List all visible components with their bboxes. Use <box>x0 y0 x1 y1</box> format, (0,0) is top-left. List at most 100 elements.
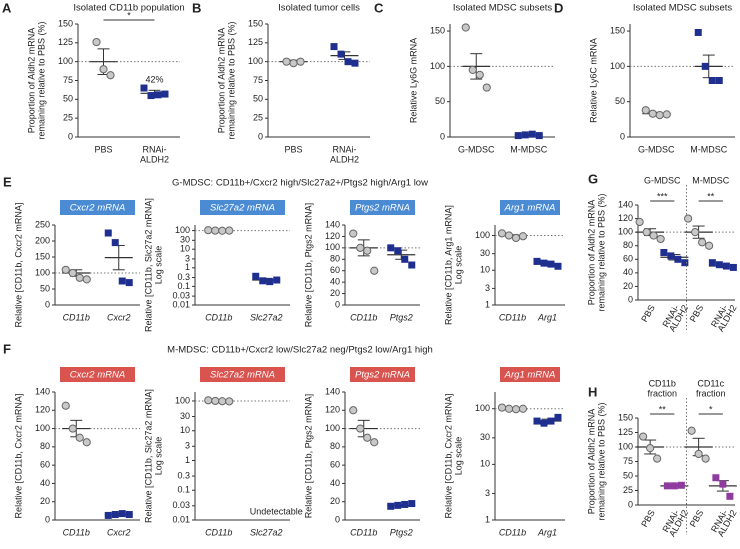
x-tick-label: CD11b <box>350 312 377 322</box>
header-label: Cxcr2 mRNA <box>70 203 125 214</box>
y-tick-label: 0.01 <box>172 299 190 309</box>
header-box <box>350 367 415 382</box>
y-tick-label: 25 <box>253 113 263 123</box>
section-label: CD11c <box>697 378 724 388</box>
y-axis-label: Relative [CD11b, Ptgs2 mRNA] <box>303 203 313 327</box>
data-point <box>540 419 548 427</box>
y-tick-label: 60 <box>623 254 633 264</box>
data-point <box>147 92 155 100</box>
data-point <box>518 232 528 241</box>
data-point <box>504 231 514 240</box>
data-point <box>708 259 716 267</box>
data-point <box>75 273 84 282</box>
header-label: Arg1 mRNA <box>504 370 556 381</box>
data-point <box>662 110 671 119</box>
y-tick-label: 125 <box>58 37 73 47</box>
y-tick-label: 150 <box>430 25 445 35</box>
y-tick-label: 0.1 <box>177 485 190 495</box>
panel-letter: F <box>3 341 11 356</box>
data-point <box>497 403 507 412</box>
y-tick-label: 150 <box>248 18 263 28</box>
data-point <box>518 404 528 413</box>
panel-title: Isolated CD11b population <box>73 3 184 14</box>
x-tick-label: CD11b <box>499 312 526 322</box>
y-tick-label: 0 <box>335 514 340 524</box>
data-point <box>104 511 112 519</box>
data-point <box>118 510 126 518</box>
row-title: G-MDSC: CD11b+/Cxcr2 high/Slc27a2+/Ptgs2… <box>172 178 428 189</box>
x-tick-label: Cxcr2 <box>107 312 131 322</box>
data-point <box>82 438 91 447</box>
y-axis-label: Proportion of Aldh2 mRNA <box>26 28 36 134</box>
y-tick-label: 100 <box>618 441 633 451</box>
x-tick-label: CD11b <box>205 527 232 537</box>
data-point <box>726 492 734 500</box>
y-tick-label: 120 <box>325 405 340 415</box>
data-point <box>497 229 507 238</box>
y-tick-label: 100 <box>175 225 190 235</box>
x-tick-label: Ptgs2 <box>390 312 413 322</box>
y-tick-label: 30 <box>480 248 490 258</box>
data-point <box>204 396 213 405</box>
y-tick-label: 0 <box>68 131 73 141</box>
y-tick-label: 0.3 <box>177 272 190 282</box>
y-axis-label: Log scale <box>453 246 463 285</box>
x-tick-label: M-MDSC <box>690 144 727 154</box>
y-axis-label: remaining relative to PBS (%) <box>596 193 606 311</box>
data-point <box>687 426 696 435</box>
x-tick-label: Arg1 <box>537 312 557 322</box>
data-point <box>712 474 720 482</box>
y-tick-label: 40 <box>40 478 50 488</box>
y-tick-label: 50 <box>615 96 625 106</box>
data-point <box>401 500 409 508</box>
data-point <box>528 130 536 138</box>
data-point <box>363 433 372 442</box>
x-tick-label: ALDH2 <box>330 154 359 164</box>
data-point <box>68 424 77 433</box>
data-point <box>82 275 91 284</box>
data-point <box>111 511 119 519</box>
y-axis-label: Log scale <box>453 437 463 476</box>
y-tick-label: 0 <box>628 499 633 509</box>
y-tick-label: 80 <box>330 254 340 264</box>
x-tick-label: CD11b <box>499 527 526 537</box>
x-tick-label: CD11b <box>350 527 377 537</box>
data-point <box>533 417 541 425</box>
y-axis-label: Log scale <box>153 437 163 476</box>
header-box <box>350 200 415 215</box>
y-axis-label: Log scale <box>153 246 163 285</box>
y-tick-label: 50 <box>40 283 50 293</box>
y-tick-label: 100 <box>325 423 340 433</box>
data-point <box>125 279 133 287</box>
header-box <box>200 200 285 215</box>
panel-letter: H <box>588 384 597 399</box>
significance-label: ** <box>659 404 667 414</box>
section-label: fraction <box>647 388 677 398</box>
data-point <box>719 480 727 488</box>
x-tick-label: G-MDSC <box>638 144 675 154</box>
panel-letter: G <box>588 171 598 186</box>
data-point <box>218 397 227 406</box>
data-point <box>104 229 112 237</box>
data-point <box>674 255 682 263</box>
data-point <box>401 255 409 263</box>
data-point <box>387 502 395 510</box>
panel-title: Isolated MDSC subsets <box>453 3 553 14</box>
data-point <box>656 234 665 244</box>
data-point <box>641 106 650 115</box>
y-tick-label: 250 <box>35 219 50 229</box>
y-tick-label: 75 <box>63 75 73 85</box>
y-axis-label: Relative Ly6C mRNA <box>588 38 598 123</box>
y-tick-label: 10 <box>180 244 190 254</box>
y-tick-label: 0 <box>620 131 625 141</box>
y-tick-label: 150 <box>58 18 73 28</box>
y-tick-label: 40 <box>330 277 340 287</box>
data-point <box>681 259 689 267</box>
section-label: G-MDSC <box>644 175 681 185</box>
panel-title: Isolated MDSC subsets <box>633 3 733 14</box>
section-label: CD11b <box>649 378 676 388</box>
data-point <box>649 231 658 240</box>
y-tick-label: 100 <box>35 267 50 277</box>
y-tick-label: 50 <box>435 96 445 106</box>
